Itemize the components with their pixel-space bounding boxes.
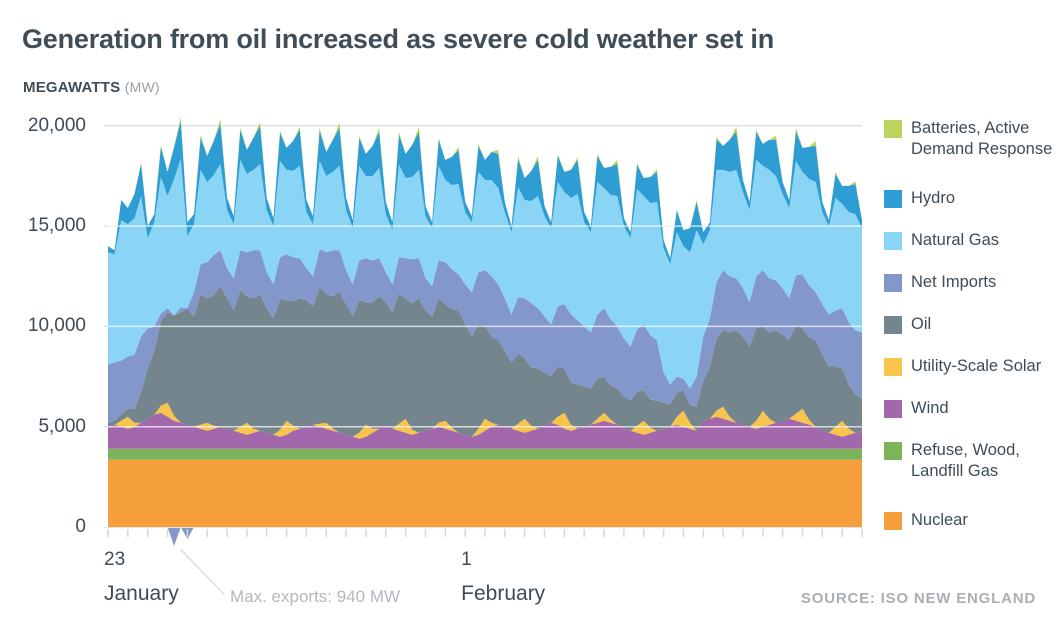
legend-label: Oil: [911, 315, 932, 333]
y-tick-label: 0: [75, 516, 86, 537]
page-title: Generation from oil increased as severe …: [22, 24, 774, 54]
legend-swatch: [884, 316, 902, 334]
legend-swatch: [884, 442, 902, 460]
legend-label: Nuclear: [911, 511, 968, 529]
legend-item: Nuclear: [884, 510, 1056, 531]
legend-swatch: [884, 190, 902, 208]
y-tick-label: 10,000: [27, 315, 86, 337]
legend-item: Net Imports: [884, 272, 1056, 293]
legend-label: Wind: [911, 399, 949, 417]
units-mw-abbrev: (MW): [124, 79, 160, 95]
legend-swatch: [884, 274, 902, 292]
x-axis-label: 23 January: [104, 549, 179, 606]
legend-item: Natural Gas: [884, 230, 1056, 251]
legend-item: Oil: [884, 314, 1056, 335]
y-tick-label: 5,000: [38, 415, 86, 437]
x-axis-month: January: [104, 582, 179, 605]
legend-swatch: [884, 400, 902, 418]
legend-swatch: [884, 120, 902, 138]
annotation-max-exports: Max. exports: 940 MW: [230, 587, 401, 606]
legend-item: Hydro: [884, 188, 1056, 209]
legend-label: Net Imports: [911, 273, 997, 291]
source-credit: SOURCE: ISO NEW ENGLAND: [800, 590, 1036, 607]
legend-label: Batteries, Active Demand Response: [911, 119, 1053, 158]
legend-label: Hydro: [911, 189, 956, 207]
x-axis-day: 23: [104, 549, 126, 570]
legend: Batteries, Active Demand Response Hydro Na…: [884, 118, 1056, 552]
legend-swatch: [884, 232, 902, 250]
y-tick-label: 20,000: [27, 114, 86, 136]
legend-item: Utility-Scale Solar: [884, 356, 1056, 377]
y-tick-label: 15,000: [27, 215, 86, 237]
legend-swatch: [884, 358, 902, 376]
legend-swatch: [884, 512, 902, 530]
x-axis-month: February: [461, 582, 546, 605]
legend-label: Refuse, Wood, Landfill Gas: [911, 441, 1020, 480]
x-axis-label: 1 February: [461, 549, 545, 606]
legend-item: Refuse, Wood, Landfill Gas: [884, 440, 1056, 482]
units-megawatts: MEGAWATTS: [23, 79, 121, 96]
x-axis-day: 1: [461, 549, 472, 570]
legend-label: Utility-Scale Solar: [911, 357, 1042, 375]
legend-label: Natural Gas: [911, 231, 1000, 249]
y-axis-units-label: MEGAWATTS (MW): [23, 79, 160, 96]
legend-item: Batteries, Active Demand Response: [884, 118, 1056, 160]
legend-item: Wind: [884, 398, 1056, 419]
